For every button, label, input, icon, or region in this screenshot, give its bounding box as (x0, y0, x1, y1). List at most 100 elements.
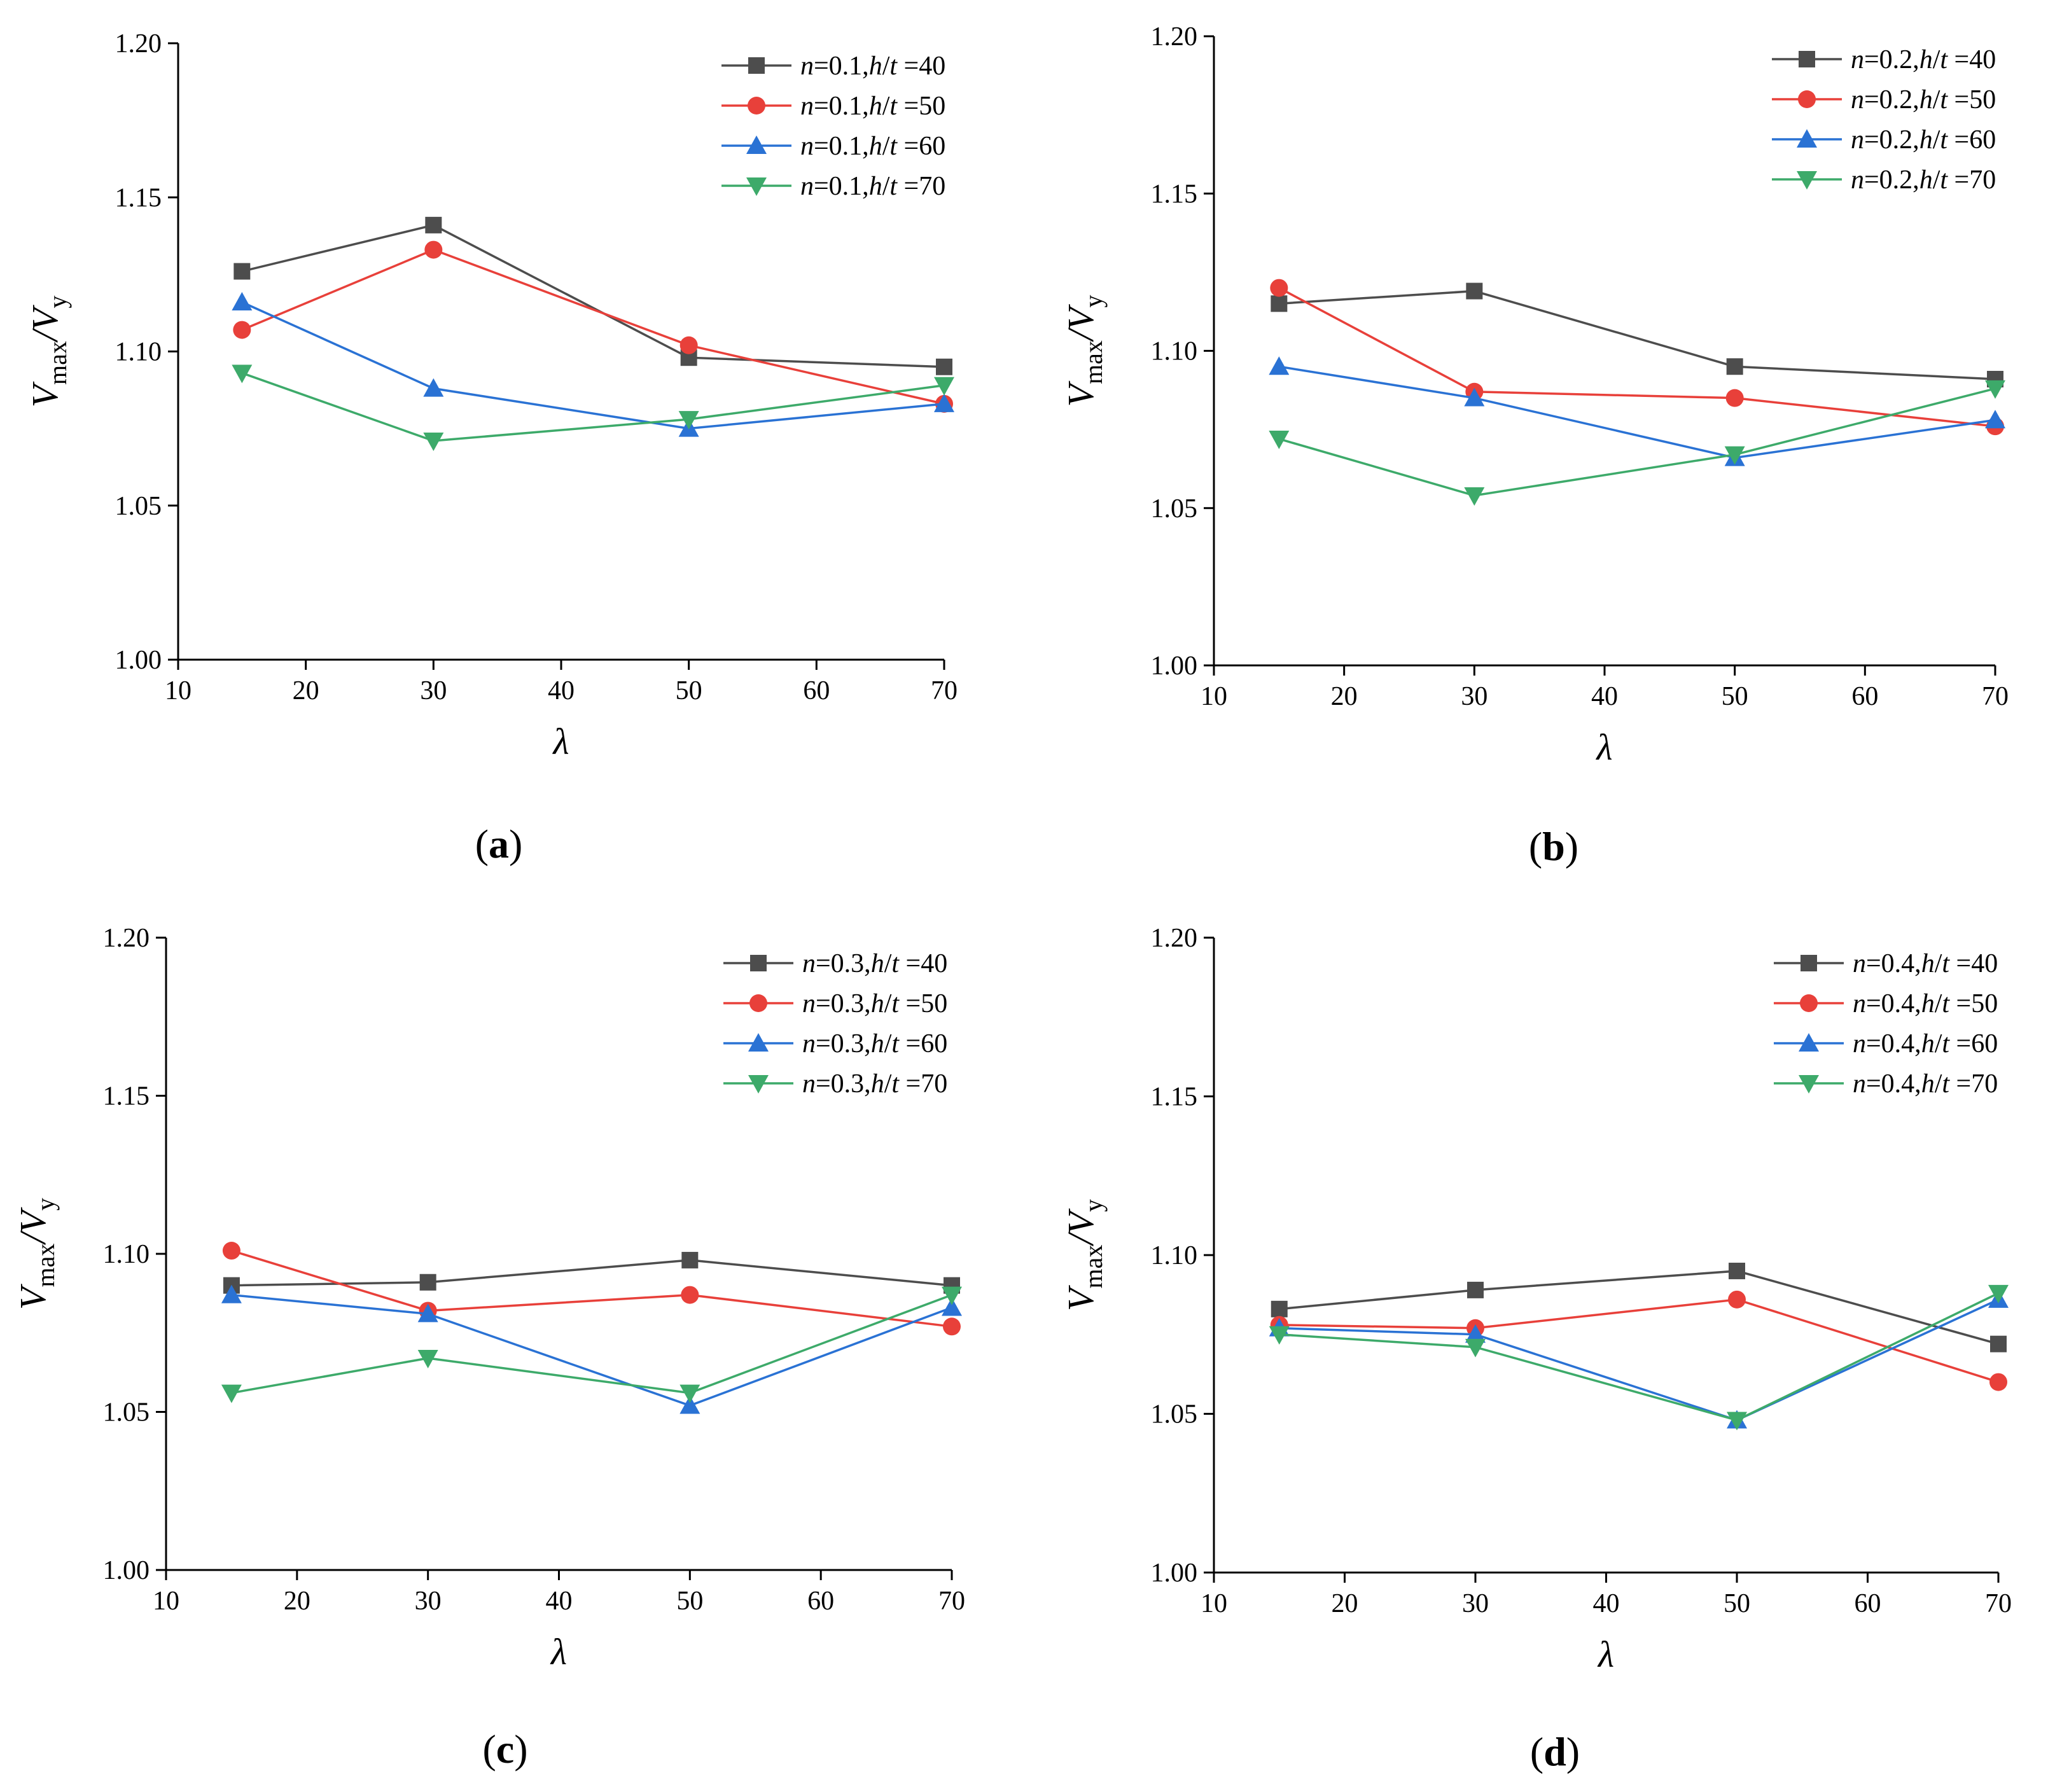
y-tick-label: 1.20 (1151, 22, 1198, 52)
legend-marker (1800, 994, 1818, 1012)
series-line (231, 1293, 952, 1407)
data-point (419, 1274, 436, 1291)
legend-eq: =0.4, (1866, 949, 1921, 978)
legend-slash: / (884, 1069, 892, 1099)
legend-marker (1797, 129, 1817, 148)
series-h40 (1271, 282, 2003, 388)
chart-panel-b: 10 20 30 40 50 60 701.001.051.101.151.20λVmax/… (1060, 22, 2009, 869)
legend-entry-h40: n=0.4,h/t =40 (1774, 949, 1998, 978)
legend-h: h (869, 92, 882, 121)
legend-slash: / (1933, 85, 1940, 115)
legend-entry-h50: n=0.4,h/t =50 (1774, 989, 1998, 1018)
legend-entry-h40: n=0.2,h/t =40 (1772, 45, 1996, 74)
legend-n: n (1851, 125, 1864, 155)
y-title-sub-max: max (31, 1244, 60, 1288)
legend-n: n (1853, 1069, 1866, 1099)
data-point (1464, 487, 1485, 506)
legend-value: =70 (1947, 165, 1996, 195)
legend-eq: =0.2, (1864, 165, 1919, 195)
data-point (936, 358, 952, 375)
legend-h: h (1921, 1029, 1935, 1059)
legend-label: n=0.2,h/t =60 (1851, 125, 1996, 155)
data-point (1270, 279, 1288, 297)
legend-value: =40 (899, 949, 947, 978)
y-tick-label: 1.10 (1151, 1241, 1198, 1270)
x-tick-label: 20 (1331, 682, 1358, 711)
x-tick-label: 20 (1332, 1589, 1358, 1618)
series-line (241, 224, 945, 368)
legend-label: n=0.3,h/t =40 (802, 949, 947, 978)
legend-value: =50 (1949, 989, 1998, 1018)
panel-label-letter: c (496, 1726, 514, 1772)
data-point (1464, 387, 1485, 406)
x-tick-label: 40 (546, 1587, 573, 1616)
y-axis-title: Vmax/Vy (1060, 1199, 1108, 1311)
x-axis-title: λ (550, 1631, 567, 1672)
panel-label: (d) (1530, 1729, 1580, 1774)
data-point (943, 1317, 961, 1336)
data-point (679, 1384, 700, 1403)
legend-value: =70 (897, 172, 945, 201)
data-point (1726, 358, 1743, 375)
series-line (1278, 387, 1996, 497)
legend-h: h (869, 132, 882, 161)
legend-marker (748, 57, 765, 74)
legend-n: n (802, 1029, 816, 1059)
legend-h: h (1921, 1069, 1935, 1099)
legend-eq: =0.4, (1866, 1069, 1921, 1099)
y-title-v: V (1060, 1284, 1101, 1311)
legend-label: n=0.2,h/t =70 (1851, 165, 1996, 195)
data-point (233, 263, 251, 280)
series-line (231, 1249, 952, 1328)
legend-value: =60 (897, 132, 945, 161)
y-tick-label: 1.15 (103, 1082, 150, 1111)
legend-entry-h60: n=0.1,h/t =60 (721, 132, 945, 161)
legend-n: n (800, 92, 814, 121)
legend-label: n=0.4,h/t =40 (1853, 949, 1998, 978)
legend-label: n=0.4,h/t =70 (1853, 1069, 1998, 1099)
legend-value: =50 (899, 989, 947, 1018)
x-tick-label: 30 (1461, 682, 1487, 711)
legend-entry-h70: n=0.3,h/t =70 (723, 1069, 947, 1099)
legend-eq: =0.2, (1864, 85, 1919, 115)
legend-eq: =0.1, (814, 132, 869, 161)
series-line (241, 301, 945, 430)
y-tick-label: 1.20 (1151, 924, 1198, 953)
legend-h: h (1921, 949, 1935, 978)
legend-marker (1801, 955, 1817, 971)
data-point (1988, 1284, 2009, 1303)
legend-value: =60 (899, 1029, 947, 1059)
legend-h: h (871, 1029, 884, 1059)
y-tick-label: 1.00 (1151, 651, 1198, 681)
legend-entry-h60: n=0.3,h/t =60 (723, 1029, 947, 1059)
x-tick-label: 50 (1722, 682, 1748, 711)
panel-label-open: ( (475, 821, 489, 866)
legend-value: =50 (897, 92, 945, 121)
legend-n: n (1853, 989, 1866, 1018)
x-tick-label: 70 (1985, 1589, 2012, 1618)
x-tick-label: 50 (1724, 1589, 1750, 1618)
x-tick-label: 20 (284, 1587, 310, 1616)
panel-label: (c) (482, 1726, 527, 1772)
legend-slash: / (1935, 1029, 1942, 1059)
data-point (1725, 389, 1744, 407)
panel-label-open: ( (1529, 824, 1542, 869)
series-h60 (1269, 356, 2005, 466)
series-line (231, 1293, 952, 1394)
legend-n: n (1853, 1029, 1866, 1059)
data-point (1465, 1338, 1486, 1358)
legend-slash: / (882, 92, 890, 121)
x-tick-label: 40 (1593, 1589, 1620, 1618)
data-point (1269, 430, 1290, 449)
legend-h: h (871, 1069, 884, 1099)
legend-label: n=0.1,h/t =40 (800, 52, 945, 81)
x-tick-label: 60 (1851, 682, 1878, 711)
legend-entry-h70: n=0.2,h/t =70 (1772, 165, 1996, 195)
legend-entry-h40: n=0.3,h/t =40 (723, 949, 947, 978)
data-point (1985, 410, 2005, 429)
legend-eq: =0.2, (1864, 125, 1919, 155)
series-line (1279, 365, 1996, 459)
legend-marker (1799, 51, 1815, 67)
legend-entry-h70: n=0.4,h/t =70 (1774, 1069, 1998, 1099)
legend-slash: / (882, 52, 890, 81)
